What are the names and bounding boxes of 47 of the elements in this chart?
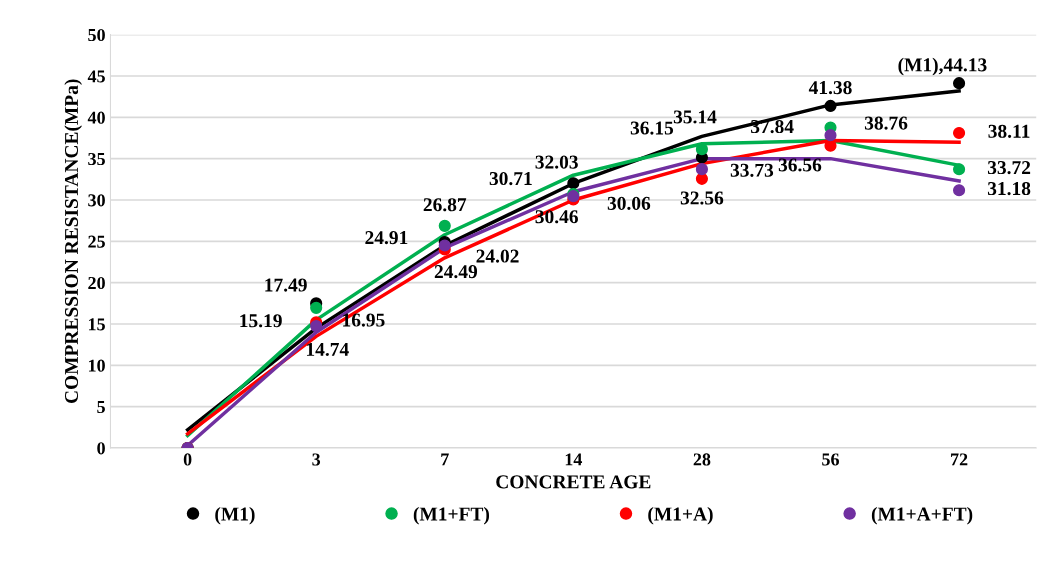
y-tick-label: 50: [88, 28, 105, 42]
data-label: 32.56: [680, 191, 724, 205]
data-label: 24.49: [434, 265, 478, 279]
data-label: 30.71: [489, 171, 532, 186]
y-tick-label: 0: [97, 442, 105, 455]
x-tick-label: 56: [822, 453, 839, 466]
data-label: 38.11: [988, 124, 1030, 138]
data-label: 33.72: [987, 161, 1031, 175]
data-label: 38.76: [864, 116, 908, 130]
data-label: 30.06: [607, 196, 651, 210]
x-tick-label: 7: [441, 453, 449, 466]
x-tick-label: 72: [951, 453, 968, 466]
x-tick-label: 3: [312, 453, 321, 466]
x-axis-title: CONCRETE AGE: [496, 475, 651, 489]
data-label: 31.18: [987, 181, 1031, 196]
data-label: 16.95: [343, 313, 385, 327]
data-label: 26.87: [423, 198, 467, 212]
legend-label: (M1+A): [648, 506, 713, 525]
data-label: 36.15: [630, 121, 674, 135]
data-label: 24.02: [476, 249, 519, 263]
x-tick-label: 0: [183, 453, 192, 466]
y-tick-label: 5: [97, 401, 105, 414]
data-label: 15.19: [240, 314, 282, 328]
data-label: 24.91: [365, 231, 408, 245]
legend-label: (M1): [215, 506, 255, 525]
x-tick-label: 28: [693, 453, 711, 466]
data-label: 33.73: [730, 163, 774, 177]
data-label: 35.14: [673, 110, 717, 124]
y-tick-label: 40: [87, 111, 105, 124]
legend-label: (M1+FT): [413, 506, 490, 525]
data-label: 30.46: [535, 210, 578, 224]
data-label: (M1),44.13: [898, 57, 987, 76]
data-label: 14.74: [306, 342, 349, 357]
y-tick-label: 35: [88, 152, 105, 166]
y-tick-label: 45: [87, 70, 105, 83]
y-tick-label: 30: [88, 194, 105, 207]
legend-label: (M1+A+FT): [871, 506, 973, 525]
y-tick-label: 25: [88, 235, 105, 248]
y-tick-label: 20: [88, 276, 105, 290]
data-label: 17.49: [265, 278, 307, 292]
y-tick-label: 15: [88, 318, 105, 331]
x-tick-label: 14: [565, 453, 583, 466]
data-label: 36.56: [778, 158, 822, 172]
data-label: 41.38: [808, 81, 852, 95]
data-label: 32.03: [535, 155, 578, 169]
y-tick-label: 10: [88, 359, 105, 372]
y-axis-title: COMPRESSION RESISTANCE(MPa): [64, 79, 82, 404]
